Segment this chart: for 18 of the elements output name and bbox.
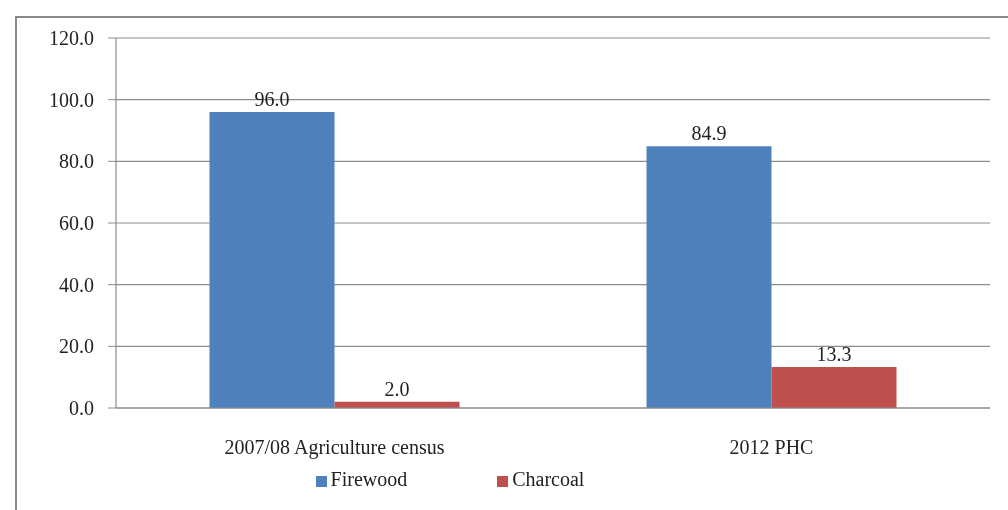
y-tick-label: 120.0 — [49, 27, 94, 50]
y-tick-label: 100.0 — [49, 88, 94, 111]
data-label: 2.0 — [384, 377, 410, 400]
y-tick-label: 80.0 — [59, 150, 94, 173]
x-tick-label: 2007/08 Agriculture census — [224, 436, 445, 460]
y-tick-label: 0.0 — [69, 397, 94, 420]
y-tick-label: 40.0 — [59, 273, 94, 296]
legend-label: Charcoal — [512, 468, 585, 490]
x-tick-label: 2012 PHC — [729, 436, 814, 459]
data-label: 13.3 — [816, 342, 852, 365]
bar — [209, 112, 335, 408]
legend-label: Firewood — [330, 468, 408, 490]
y-tick-label: 60.0 — [59, 212, 94, 235]
data-label: 84.9 — [691, 122, 727, 145]
bar — [771, 366, 897, 408]
bar — [646, 146, 772, 408]
data-label: 96.0 — [254, 88, 290, 110]
y-tick-label: 20.0 — [59, 335, 94, 358]
